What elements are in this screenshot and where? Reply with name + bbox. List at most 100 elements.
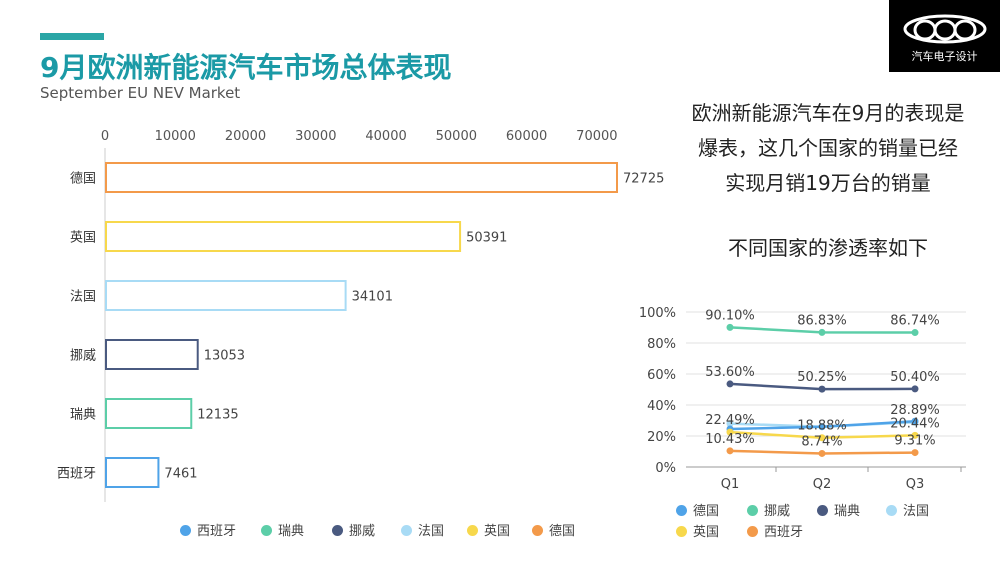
line-x-tick-label: Q1	[721, 477, 740, 492]
line-point	[726, 323, 734, 331]
line-data-label: 90.10%	[705, 308, 755, 323]
bar-category-label: 瑞典	[70, 408, 96, 423]
legend-dot-icon	[332, 525, 343, 536]
line-legend-label: 法国	[903, 504, 930, 519]
bar-x-tick-label: 0	[101, 129, 109, 144]
bar-x-tick-label: 40000	[365, 129, 406, 144]
line-y-tick-label: 80%	[647, 337, 676, 352]
line-point	[818, 423, 826, 431]
bar-挪威	[105, 339, 199, 370]
bar-value-label: 7461	[164, 467, 197, 482]
bar-legend-label: 挪威	[349, 524, 376, 539]
line-data-label: 22.49%	[705, 413, 755, 428]
line-data-label: 9.31%	[894, 434, 935, 449]
logo-text: 汽车电子设计	[911, 50, 978, 63]
line-data-label: 28.89%	[890, 403, 940, 418]
line-x-tick-label: Q3	[906, 477, 925, 492]
bar-legend-item: 法国	[401, 520, 444, 539]
line-data-label: 20.44%	[890, 416, 940, 431]
legend-dot-icon	[817, 505, 828, 516]
bar-x-tick-label: 50000	[436, 129, 477, 144]
line-data-label: 8.74%	[801, 434, 842, 449]
legend-dot-icon	[180, 525, 191, 536]
bar-legend-item: 挪威	[332, 520, 375, 539]
bar-category-label: 法国	[70, 290, 96, 305]
legend-dot-icon	[401, 525, 412, 536]
bar-value-label: 50391	[466, 231, 507, 246]
bar-瑞典	[105, 398, 193, 429]
bar-x-tick-label: 30000	[295, 129, 336, 144]
line-point	[726, 428, 734, 436]
bar-value-label: 34101	[352, 290, 393, 305]
line-legend-item: 瑞典	[817, 500, 860, 519]
title-accent-bar	[40, 33, 104, 40]
line-y-tick-label: 60%	[647, 368, 676, 383]
bar-category-label: 英国	[70, 231, 96, 246]
line-data-label: 53.60%	[705, 365, 755, 380]
summary-line-1: 欧洲新能源汽车在9月的表现是	[691, 101, 965, 125]
bar-法国	[105, 280, 347, 311]
line-point	[726, 380, 734, 388]
line-legend-item: 挪威	[747, 500, 790, 519]
bar-legend-label: 瑞典	[278, 524, 305, 539]
line-legend-label: 瑞典	[834, 504, 861, 519]
line-point	[818, 385, 826, 393]
line-point	[818, 449, 826, 457]
line-legend-item: 英国	[676, 521, 719, 540]
line-y-tick-label: 100%	[639, 306, 676, 321]
bar-legend-label: 法国	[418, 524, 445, 539]
bar-value-label: 72725	[623, 172, 664, 187]
line-y-tick-label: 0%	[655, 461, 676, 476]
bar-value-label: 12135	[197, 408, 238, 423]
bar-legend-item: 德国	[532, 520, 575, 539]
bar-x-tick-label: 60000	[506, 129, 547, 144]
summary-line-3: 实现月销19万台的销量	[725, 171, 931, 195]
line-data-label: 10.43%	[705, 432, 755, 447]
legend-dot-icon	[676, 526, 687, 537]
bar-legend-item: 西班牙	[180, 520, 236, 539]
bar-category-label: 西班牙	[57, 467, 96, 482]
legend-dot-icon	[676, 505, 687, 516]
line-legend-item: 德国	[676, 500, 719, 519]
bar-legend-label: 英国	[484, 524, 511, 539]
line-x-tick-label: Q2	[813, 477, 832, 492]
bar-value-label: 13053	[204, 349, 245, 364]
bar-legend-item: 瑞典	[261, 520, 304, 539]
car-logo-icon	[903, 14, 987, 44]
line-point	[911, 449, 919, 457]
line-point	[911, 329, 919, 337]
line-data-label: 18.88%	[797, 419, 847, 434]
bar-西班牙	[105, 457, 160, 488]
line-point	[911, 431, 919, 439]
bar-legend-label: 德国	[549, 524, 576, 539]
legend-dot-icon	[467, 525, 478, 536]
bar-x-tick-label: 20000	[225, 129, 266, 144]
line-point	[726, 420, 734, 428]
brand-logo: 汽车电子设计	[889, 0, 1000, 72]
page-title: 9月欧洲新能源汽车市场总体表现	[40, 51, 452, 84]
legend-dot-icon	[747, 526, 758, 537]
summary-text: 欧洲新能源汽车在9月的表现是 爆表，这几个国家的销量已经 实现月销19万台的销量	[668, 96, 988, 201]
bar-x-tick-label: 70000	[576, 129, 617, 144]
line-data-label: 50.25%	[797, 370, 847, 385]
line-legend-label: 德国	[693, 504, 720, 519]
legend-dot-icon	[747, 505, 758, 516]
bar-德国	[105, 162, 618, 193]
legend-dot-icon	[532, 525, 543, 536]
line-legend-item: 西班牙	[747, 521, 803, 540]
line-legend-label: 挪威	[764, 504, 791, 519]
bar-英国	[105, 221, 462, 252]
line-legend-item: 法国	[886, 500, 929, 519]
line-point	[818, 434, 826, 442]
bar-legend-label: 西班牙	[197, 524, 237, 539]
summary-line-2: 爆表，这几个国家的销量已经	[698, 136, 958, 160]
line-y-tick-label: 40%	[647, 399, 676, 414]
line-point	[911, 385, 919, 393]
line-data-label: 50.40%	[890, 370, 940, 385]
legend-dot-icon	[261, 525, 272, 536]
line-y-tick-label: 20%	[647, 430, 676, 445]
bar-x-tick-label: 10000	[155, 129, 196, 144]
line-data-label: 86.83%	[797, 313, 847, 328]
line-legend-label: 英国	[693, 525, 720, 540]
